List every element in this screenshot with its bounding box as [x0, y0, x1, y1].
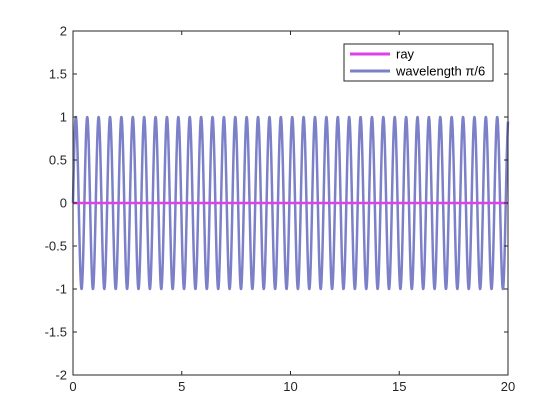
series-line-wavelength: [71, 115, 510, 291]
series-layer: [71, 115, 510, 291]
y-tick-label: 0.5: [49, 153, 67, 168]
y-tick-label: 0: [60, 196, 67, 211]
x-tick-label: 0: [69, 379, 76, 394]
y-tick-label: -2: [55, 368, 67, 383]
ticks-layer: 0 5 10 15 20 -2 -1.5 -1 -0.5 0 0.5 1 1.5 2: [45, 24, 516, 395]
y-tick-label: 1.5: [49, 67, 67, 82]
legend-label-ray: ray: [396, 47, 415, 62]
x-tick-label: 10: [283, 379, 297, 394]
x-tick-label: 20: [501, 379, 515, 394]
y-tick-label: 2: [60, 24, 67, 39]
y-tick-label: -0.5: [45, 239, 67, 254]
legend: ray wavelength π/6: [343, 43, 494, 82]
y-tick-label: -1.5: [45, 325, 67, 340]
legend-box: [343, 43, 494, 82]
y-tick-label: -1: [55, 282, 67, 297]
legend-label-wavelength: wavelength π/6: [395, 64, 485, 79]
y-tick-label: 1: [60, 110, 67, 125]
x-tick-label: 15: [392, 379, 406, 394]
x-tick-label: 5: [178, 379, 185, 394]
